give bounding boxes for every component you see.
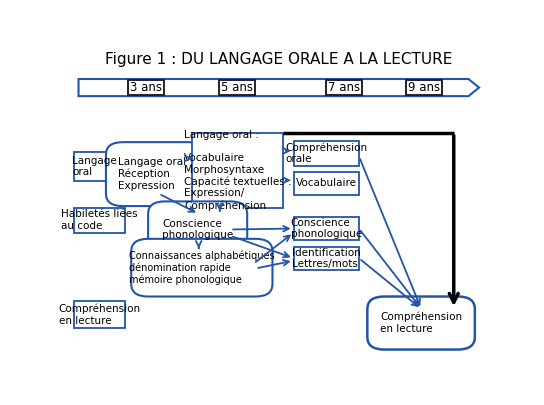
FancyBboxPatch shape <box>219 80 255 96</box>
Text: Conscience
phonologique: Conscience phonologique <box>162 219 233 240</box>
Text: Habiletés liées
au code: Habiletés liées au code <box>61 209 138 231</box>
Text: 9 ans: 9 ans <box>408 81 440 94</box>
FancyBboxPatch shape <box>128 80 164 96</box>
Text: 7 ans: 7 ans <box>328 81 360 94</box>
Text: Figure 1 : DU LANGAGE ORALE A LA LECTURE: Figure 1 : DU LANGAGE ORALE A LA LECTURE <box>105 52 453 67</box>
FancyBboxPatch shape <box>148 201 247 258</box>
FancyBboxPatch shape <box>106 142 205 206</box>
Text: Compréhension
en lecture: Compréhension en lecture <box>380 312 462 334</box>
FancyBboxPatch shape <box>75 301 125 328</box>
FancyBboxPatch shape <box>294 172 359 195</box>
FancyBboxPatch shape <box>294 217 359 241</box>
Text: 5 ans: 5 ans <box>221 81 252 94</box>
FancyBboxPatch shape <box>75 208 125 232</box>
Text: Compréhension
orale: Compréhension orale <box>285 142 367 164</box>
FancyBboxPatch shape <box>75 151 114 181</box>
Text: Conscience
phonologique: Conscience phonologique <box>290 218 362 239</box>
FancyBboxPatch shape <box>326 80 362 96</box>
Text: Vocabulaire: Vocabulaire <box>296 179 357 188</box>
Text: Connaissances alphabétiques
dénomination rapide
mémoire phonologique: Connaissances alphabétiques dénomination… <box>129 250 275 285</box>
FancyBboxPatch shape <box>294 247 359 270</box>
Text: Langage oral :
Réception
Expression: Langage oral : Réception Expression <box>118 157 193 191</box>
FancyBboxPatch shape <box>193 133 283 208</box>
Polygon shape <box>78 79 479 96</box>
Text: Compréhension
en lecture: Compréhension en lecture <box>59 303 141 326</box>
Text: Identification
Lettres/mots: Identification Lettres/mots <box>292 247 361 269</box>
FancyBboxPatch shape <box>406 80 442 96</box>
Text: Langage oral :

Vocabulaire
Morphosyntaxe
Capacité textuelles :
Expression/
Comp: Langage oral : Vocabulaire Morphosyntaxe… <box>184 130 292 211</box>
Text: Langage
oral: Langage oral <box>72 156 117 177</box>
FancyBboxPatch shape <box>294 141 359 166</box>
Text: 3 ans: 3 ans <box>130 81 162 94</box>
FancyBboxPatch shape <box>131 239 273 296</box>
FancyBboxPatch shape <box>367 296 475 350</box>
